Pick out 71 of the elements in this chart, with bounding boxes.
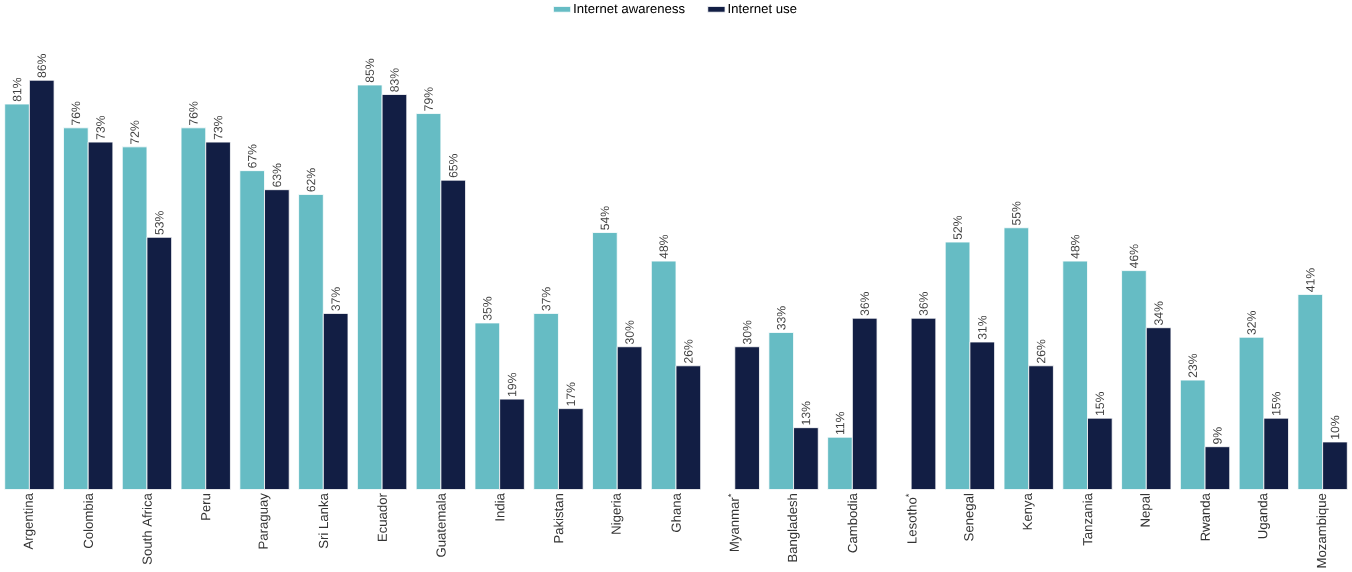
data-label: 30%	[625, 320, 634, 345]
data-label: 26%	[1036, 339, 1046, 364]
data-label: 72%	[130, 120, 139, 145]
x-tick-label: Mozambique	[1316, 493, 1329, 568]
data-label: 48%	[659, 235, 668, 259]
x-tick-label: Tanzania	[1082, 493, 1093, 546]
x-tick-label: Bangladesh	[787, 494, 800, 562]
x-tick-label: India	[494, 493, 505, 521]
x-tick-label: Lesotho$^{*}$	[905, 493, 917, 544]
x-tick-label: Nepal	[1140, 494, 1153, 527]
data-label: 52%	[953, 215, 962, 240]
data-label: 41%	[1306, 268, 1315, 292]
data-label: 15%	[1271, 392, 1281, 416]
data-label: 32%	[1247, 311, 1256, 335]
x-tick-label: Pakistan	[553, 494, 564, 543]
x-tick-label: Nigeria	[611, 493, 624, 534]
data-label: 10%	[1330, 415, 1340, 439]
x-tick-label: Uganda	[1257, 493, 1270, 539]
data-label: 11%	[835, 412, 845, 435]
data-label: 73%	[96, 116, 105, 140]
data-label: 17%	[566, 382, 576, 406]
data-label: 37%	[331, 287, 340, 311]
data-label: 65%	[448, 154, 458, 178]
data-label: 81%	[12, 77, 22, 102]
x-tick-label: Ecuador	[377, 493, 387, 542]
x-tick-label: Sri Lanka	[318, 493, 329, 549]
x-tick-label: Senegal	[963, 494, 977, 541]
data-label: 34%	[1154, 301, 1163, 326]
data-label: 15%	[1095, 392, 1105, 416]
x-tick-label: South Africa	[142, 493, 152, 565]
data-label: 54%	[600, 206, 610, 230]
x-tick-label: Colombia	[83, 493, 94, 549]
data-label: 46%	[1129, 244, 1139, 269]
data-label: 62%	[306, 168, 316, 192]
data-label: 37%	[541, 287, 551, 311]
data-label: 19%	[507, 373, 517, 397]
data-label: 83%	[390, 68, 399, 92]
data-label: 33%	[776, 306, 786, 330]
x-tick-label: Guatemala	[436, 493, 446, 557]
data-label: 76%	[71, 101, 81, 126]
data-label: 55%	[1012, 201, 1021, 226]
bar	[734, 346, 760, 491]
data-label: 13%	[801, 401, 811, 425]
data-label: 35%	[483, 296, 492, 321]
x-tick-label: Argentina	[23, 493, 36, 550]
data-label: 26%	[684, 339, 693, 364]
data-label: 23%	[1188, 354, 1197, 378]
x-tick-label: Rwanda	[1200, 493, 1210, 541]
x-tick-label: Myanmar$^{*}$	[728, 493, 742, 552]
data-label: 67%	[247, 144, 257, 168]
x-tick-label: Kenya	[1022, 493, 1035, 530]
data-label: 63%	[272, 163, 282, 187]
data-label: 79%	[424, 87, 433, 111]
data-label: 30%	[742, 320, 752, 345]
x-tick-label: Ghana	[671, 493, 681, 533]
data-label: 48%	[1070, 235, 1080, 259]
legend-label: Internet awareness	[574, 4, 685, 14]
data-label: 86%	[37, 54, 47, 78]
x-tick-label: Cambodia	[847, 493, 858, 553]
data-label: 85%	[365, 58, 375, 83]
data-label: 36%	[860, 292, 869, 316]
data-label: 76%	[189, 101, 198, 126]
legend-label: Internet use	[728, 4, 797, 14]
data-label: 73%	[213, 116, 223, 140]
x-tick-label: Paraguay	[258, 493, 271, 549]
data-label: 53%	[155, 211, 164, 235]
data-label: 9%	[1213, 427, 1222, 444]
data-label: 36%	[919, 292, 928, 316]
bar	[910, 317, 937, 491]
data-label: 31%	[977, 315, 987, 340]
x-tick-label: Peru	[201, 494, 211, 520]
